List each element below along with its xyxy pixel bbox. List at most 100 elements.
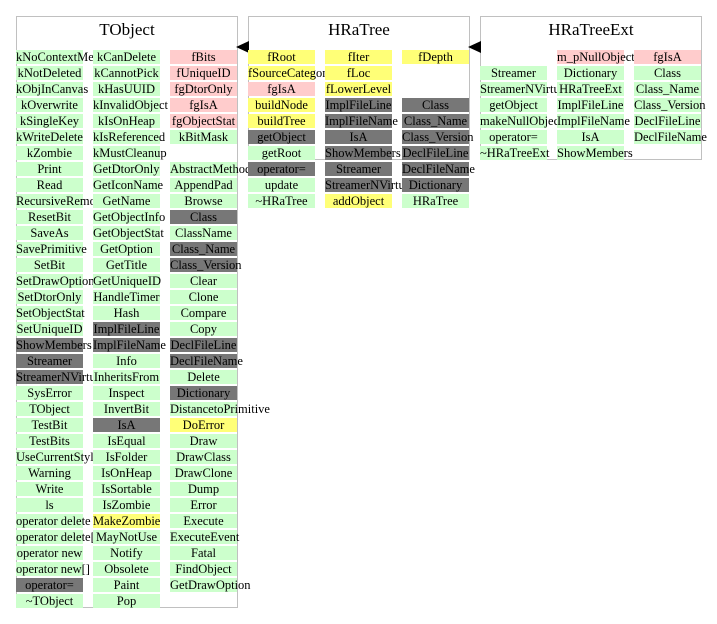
class-member-cell: fRoot	[248, 50, 315, 64]
class-member-cell: SetBit	[16, 258, 83, 272]
class-member-cell: Compare	[170, 306, 237, 320]
class-member-cell: getRoot	[248, 146, 315, 160]
class-member-cell: kIsOnHeap	[93, 114, 160, 128]
class-member-cell: operator delete[]	[16, 530, 99, 544]
class-member-cell: DrawClone	[170, 466, 237, 480]
class-member-cell: ~HRaTreeExt	[480, 146, 550, 160]
class-member-cell: DoError	[170, 418, 237, 432]
class-member-cell: fgIsA	[634, 50, 701, 64]
class-member-cell: Streamer	[16, 354, 83, 368]
class-member-cell: DrawClass	[170, 450, 237, 464]
class-member-cell: fgIsA	[248, 82, 315, 96]
class-member-cell: fLowerLevel	[325, 82, 392, 96]
class-member-cell: ShowMembers	[325, 146, 401, 160]
class-member-cell: getObject	[248, 130, 315, 144]
class-member-cell: TestBit	[16, 418, 83, 432]
class-member-cell: SetDrawOption	[16, 274, 95, 288]
class-member-cell: operator=	[16, 578, 83, 592]
class-member-cell: kSingleKey	[16, 114, 83, 128]
class-member-cell: IsA	[557, 130, 624, 144]
class-member-cell: FindObject	[170, 562, 237, 576]
class-member-cell: Obsolete	[93, 562, 160, 576]
class-member-cell: Dictionary	[557, 66, 624, 80]
class-member-cell: DeclFileName	[170, 354, 243, 368]
class-member-cell: ~HRaTree	[248, 194, 315, 208]
class-member-cell: fgDtorOnly	[170, 82, 237, 96]
class-title: HRaTree	[328, 20, 390, 39]
class-member-cell: kObjInCanvas	[16, 82, 89, 96]
class-member-cell: MayNotUse	[93, 530, 160, 544]
class-member-cell: Print	[16, 162, 83, 176]
class-member-cell: InvertBit	[93, 402, 160, 416]
class-member-cell: UseCurrentStyle	[16, 450, 100, 464]
class-member-cell: kCannotPick	[93, 66, 160, 80]
class-member-cell: kNoContextMenu	[16, 50, 107, 64]
class-member-cell: IsEqual	[93, 434, 160, 448]
class-member-cell: ImplFileName	[93, 338, 166, 352]
class-member-cell: Browse	[170, 194, 237, 208]
class-member-cell: ShowMembers	[16, 338, 92, 352]
class-member-cell: AppendPad	[170, 178, 237, 192]
class-member-cell: Notify	[93, 546, 160, 560]
class-member-cell: Read	[16, 178, 83, 192]
class-member-cell: Delete	[170, 370, 237, 384]
class-member-cell: buildNode	[248, 98, 315, 112]
class-member-cell: GetName	[93, 194, 160, 208]
class-member-cell: getObject	[480, 98, 547, 112]
class-member-cell: ImplFileName	[557, 114, 630, 128]
class-member-cell: Class_Version	[634, 98, 706, 112]
class-member-cell: DeclFileName	[402, 162, 475, 176]
class-member-cell: SetUniqueID	[16, 322, 83, 336]
class-member-cell: fUniqueID	[170, 66, 237, 80]
class-title: TObject	[99, 20, 155, 39]
class-member-cell: kCanDelete	[93, 50, 160, 64]
class-member-cell: IsZombie	[93, 498, 160, 512]
class-member-cell: SysError	[16, 386, 83, 400]
class-member-cell: StreamerNVirtual	[480, 82, 569, 96]
class-member-cell: ImplFileName	[325, 114, 398, 128]
class-member-cell: DeclFileLine	[170, 338, 237, 352]
class-member-cell: IsOnHeap	[93, 466, 160, 480]
class-member-cell: Class_Name	[634, 82, 701, 96]
class-member-cell: GetObjectStat	[93, 226, 164, 240]
class-member-cell: DistancetoPrimitive	[170, 402, 270, 416]
class-member-cell: HRaTreeExt	[557, 82, 624, 96]
class-member-cell: kZombie	[16, 146, 83, 160]
class-member-cell: ExecuteEvent	[170, 530, 240, 544]
class-member-cell: kIsReferenced	[93, 130, 166, 144]
class-member-cell: Class	[634, 66, 701, 80]
class-member-cell: operator delete	[16, 514, 91, 528]
class-member-cell: Dictionary	[402, 178, 469, 192]
class-member-cell: Class_Version	[170, 258, 242, 272]
class-member-cell: HandleTimer	[93, 290, 160, 304]
class-member-cell: Error	[170, 498, 237, 512]
class-member-cell: Paint	[93, 578, 160, 592]
class-member-cell: ImplFileLine	[325, 98, 392, 112]
class-member-cell: SavePrimitive	[16, 242, 87, 256]
class-member-cell: fDepth	[402, 50, 469, 64]
class-member-cell: GetOption	[93, 242, 160, 256]
class-member-cell: update	[248, 178, 315, 192]
class-member-cell: fgObjectStat	[170, 114, 237, 128]
class-member-cell: Clear	[170, 274, 237, 288]
class-member-cell: Copy	[170, 322, 237, 336]
class-member-cell: SetObjectStat	[16, 306, 85, 320]
class-member-cell: makeNullObject	[480, 114, 563, 128]
class-member-cell: StreamerNVirtual	[325, 178, 414, 192]
class-member-cell: GetDrawOption	[170, 578, 251, 592]
class-member-cell: IsA	[93, 418, 160, 432]
class-member-cell: RecursiveRemove	[16, 194, 108, 208]
inheritance-arrow-icon	[468, 41, 481, 53]
class-member-cell: ImplFileLine	[93, 322, 160, 336]
class-member-cell: GetUniqueID	[93, 274, 162, 288]
class-member-cell: operator new	[16, 546, 83, 560]
class-member-cell: DeclFileLine	[402, 146, 469, 160]
class-member-cell: m_pNullObject	[557, 50, 635, 64]
class-member-cell: AbstractMethod	[170, 162, 252, 176]
class-member-cell: Fatal	[170, 546, 237, 560]
class-member-cell: Draw	[170, 434, 237, 448]
class-member-cell: kMustCleanup	[93, 146, 167, 160]
class-member-cell: kNotDeleted	[16, 66, 83, 80]
class-member-cell: Dump	[170, 482, 237, 496]
class-member-cell: operator=	[480, 130, 547, 144]
